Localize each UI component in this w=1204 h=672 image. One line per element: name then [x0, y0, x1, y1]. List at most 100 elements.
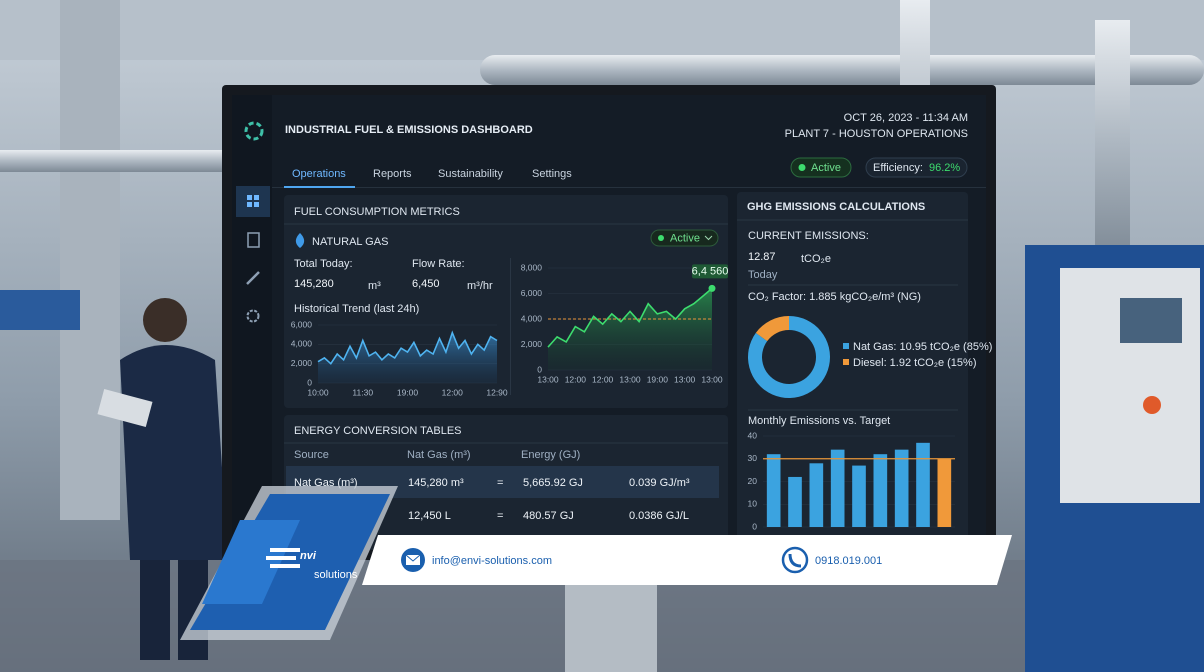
flow-label: Flow Rate:	[412, 258, 465, 270]
flame-icon	[295, 233, 305, 248]
x-tick-label: 11:30	[352, 387, 373, 397]
bar	[852, 465, 866, 527]
nav-tools-icon[interactable]	[246, 271, 260, 285]
filter-dropdown[interactable]	[650, 229, 719, 247]
total-unit: m³	[368, 280, 381, 292]
button	[1143, 396, 1161, 414]
x-tick-label: 19:00	[397, 387, 419, 397]
logo-mark	[270, 548, 300, 552]
email-flap	[405, 554, 421, 562]
panel-title: GHG EMISSIONS CALCULATIONS	[747, 201, 925, 213]
sidebar	[232, 95, 272, 550]
flow-value: 6,450	[412, 278, 440, 290]
donut-slice	[747, 316, 830, 398]
emission-factor: CO₂ Factor: 1.885 kgCO₂e/m³ (NG)	[748, 291, 921, 303]
tabs: Operations Reports Sustainability Settings	[292, 168, 572, 180]
dashboard-title: INDUSTRIAL FUEL & EMISSIONS DASHBOARD	[285, 124, 533, 136]
phone[interactable]: 0918.019.001	[815, 555, 882, 567]
last-point	[708, 284, 716, 292]
filter-dot	[658, 235, 664, 241]
tab[interactable]: Reports	[373, 168, 412, 180]
y-tick-label: 6,000	[521, 288, 543, 298]
y-tick-label: 0	[307, 377, 312, 387]
x-tick-label: 19:00	[647, 374, 669, 384]
status-pill	[790, 157, 852, 178]
y-tick-label: 6,000	[291, 319, 313, 329]
chart-title: Historical Trend (last 24h)	[294, 303, 419, 315]
flow-unit: m³/hr	[467, 280, 493, 292]
pipe	[480, 55, 1204, 85]
y-tick-label: 20	[748, 476, 758, 486]
nav-dashboard-icon[interactable]	[247, 195, 259, 207]
tab[interactable]: Settings	[532, 168, 572, 180]
contact-banner: nvi solutions info@envi-solutions.com 09…	[180, 486, 1012, 640]
bar	[809, 463, 824, 527]
emissions-label: CURRENT EMISSIONS:	[748, 230, 869, 242]
x-tick-label: 13:00	[701, 374, 723, 384]
y-tick-label: 4,000	[291, 339, 313, 349]
x-tick-label: 12:00	[565, 374, 587, 384]
phone-icon	[781, 546, 809, 574]
column-header: Energy (GJ)	[521, 449, 580, 461]
panel-title: ENERGY CONVERSION TABLES	[294, 425, 462, 437]
filter-value[interactable]: Active	[670, 232, 700, 244]
y-tick-label: 0	[537, 364, 542, 374]
column	[60, 0, 120, 520]
emissions-unit: tCO₂e	[801, 253, 831, 265]
energy-table: Source Nat Gas (m³) Energy (GJ) Nat Gas (m³…	[294, 449, 690, 522]
x-tick-label: 12:00	[592, 374, 614, 384]
worker-body	[120, 345, 228, 560]
efficiency-pill	[865, 157, 968, 178]
donut-slice	[755, 316, 789, 342]
legend-label: Diesel: 1.92 tCO₂e (15%)	[853, 357, 977, 369]
location: PLANT 7 - HOUSTON OPERATIONS	[785, 128, 968, 140]
column-header: Source	[294, 449, 329, 461]
table-cell: 5,665.92 GJ	[523, 477, 583, 489]
table-cell: 0.039 GJ/m³	[629, 477, 690, 489]
trend-area	[318, 332, 497, 383]
emissions-period: Today	[748, 269, 778, 281]
y-tick-label: 8,000	[521, 262, 543, 272]
x-tick-label: 13:00	[674, 374, 696, 384]
table-cell: 12,450 L	[408, 510, 451, 522]
nav-active[interactable]	[236, 186, 270, 217]
tab[interactable]: Operations	[292, 168, 346, 180]
panel-title: FUEL CONSUMPTION METRICS	[294, 206, 460, 218]
table-cell: Nat Gas (m³)	[294, 477, 358, 489]
total-label: Total Today:	[294, 258, 353, 270]
dropdown-caret	[704, 235, 713, 241]
x-tick-label: 10:00	[307, 387, 329, 397]
legend-label: Nat Gas: 10.95 tCO₂e (85%)	[853, 341, 992, 353]
trend-line	[317, 330, 498, 365]
legend-swatch	[843, 359, 849, 365]
worker-leg	[140, 560, 170, 660]
y-tick-label: 40	[748, 430, 758, 440]
ceiling	[0, 0, 1204, 60]
efficiency-label: Efficiency:	[873, 162, 923, 174]
phone-handset	[788, 553, 802, 568]
tab[interactable]: Sustainability	[438, 168, 503, 180]
app-logo	[244, 121, 264, 141]
y-tick-label: 2,000	[521, 339, 543, 349]
nav-settings-icon[interactable]	[246, 309, 260, 323]
total-value: 145,280	[294, 278, 334, 290]
datetime: OCT 26, 2023 - 11:34 AM	[844, 112, 968, 124]
clipboard	[97, 388, 153, 428]
annotation: 6,4 560	[692, 265, 729, 277]
x-tick-label: 13:00	[619, 374, 641, 384]
logo-stripe	[202, 520, 300, 604]
table-cell: 0.0386 GJ/L	[629, 510, 689, 522]
bar	[830, 449, 845, 527]
contact-bar	[362, 535, 1012, 585]
trend-line	[547, 287, 713, 348]
email[interactable]: info@envi-solutions.com	[432, 555, 552, 567]
brand: nvi	[300, 550, 317, 562]
efficiency-value: 96.2%	[929, 162, 960, 174]
table-cell: 480.57 GJ	[523, 510, 574, 522]
nav-reports-icon[interactable]	[247, 232, 260, 248]
y-tick-label: 10	[748, 499, 758, 509]
table-cell: =	[497, 477, 503, 489]
hmi-screen	[1120, 298, 1182, 343]
y-tick-label: 30	[748, 453, 758, 463]
